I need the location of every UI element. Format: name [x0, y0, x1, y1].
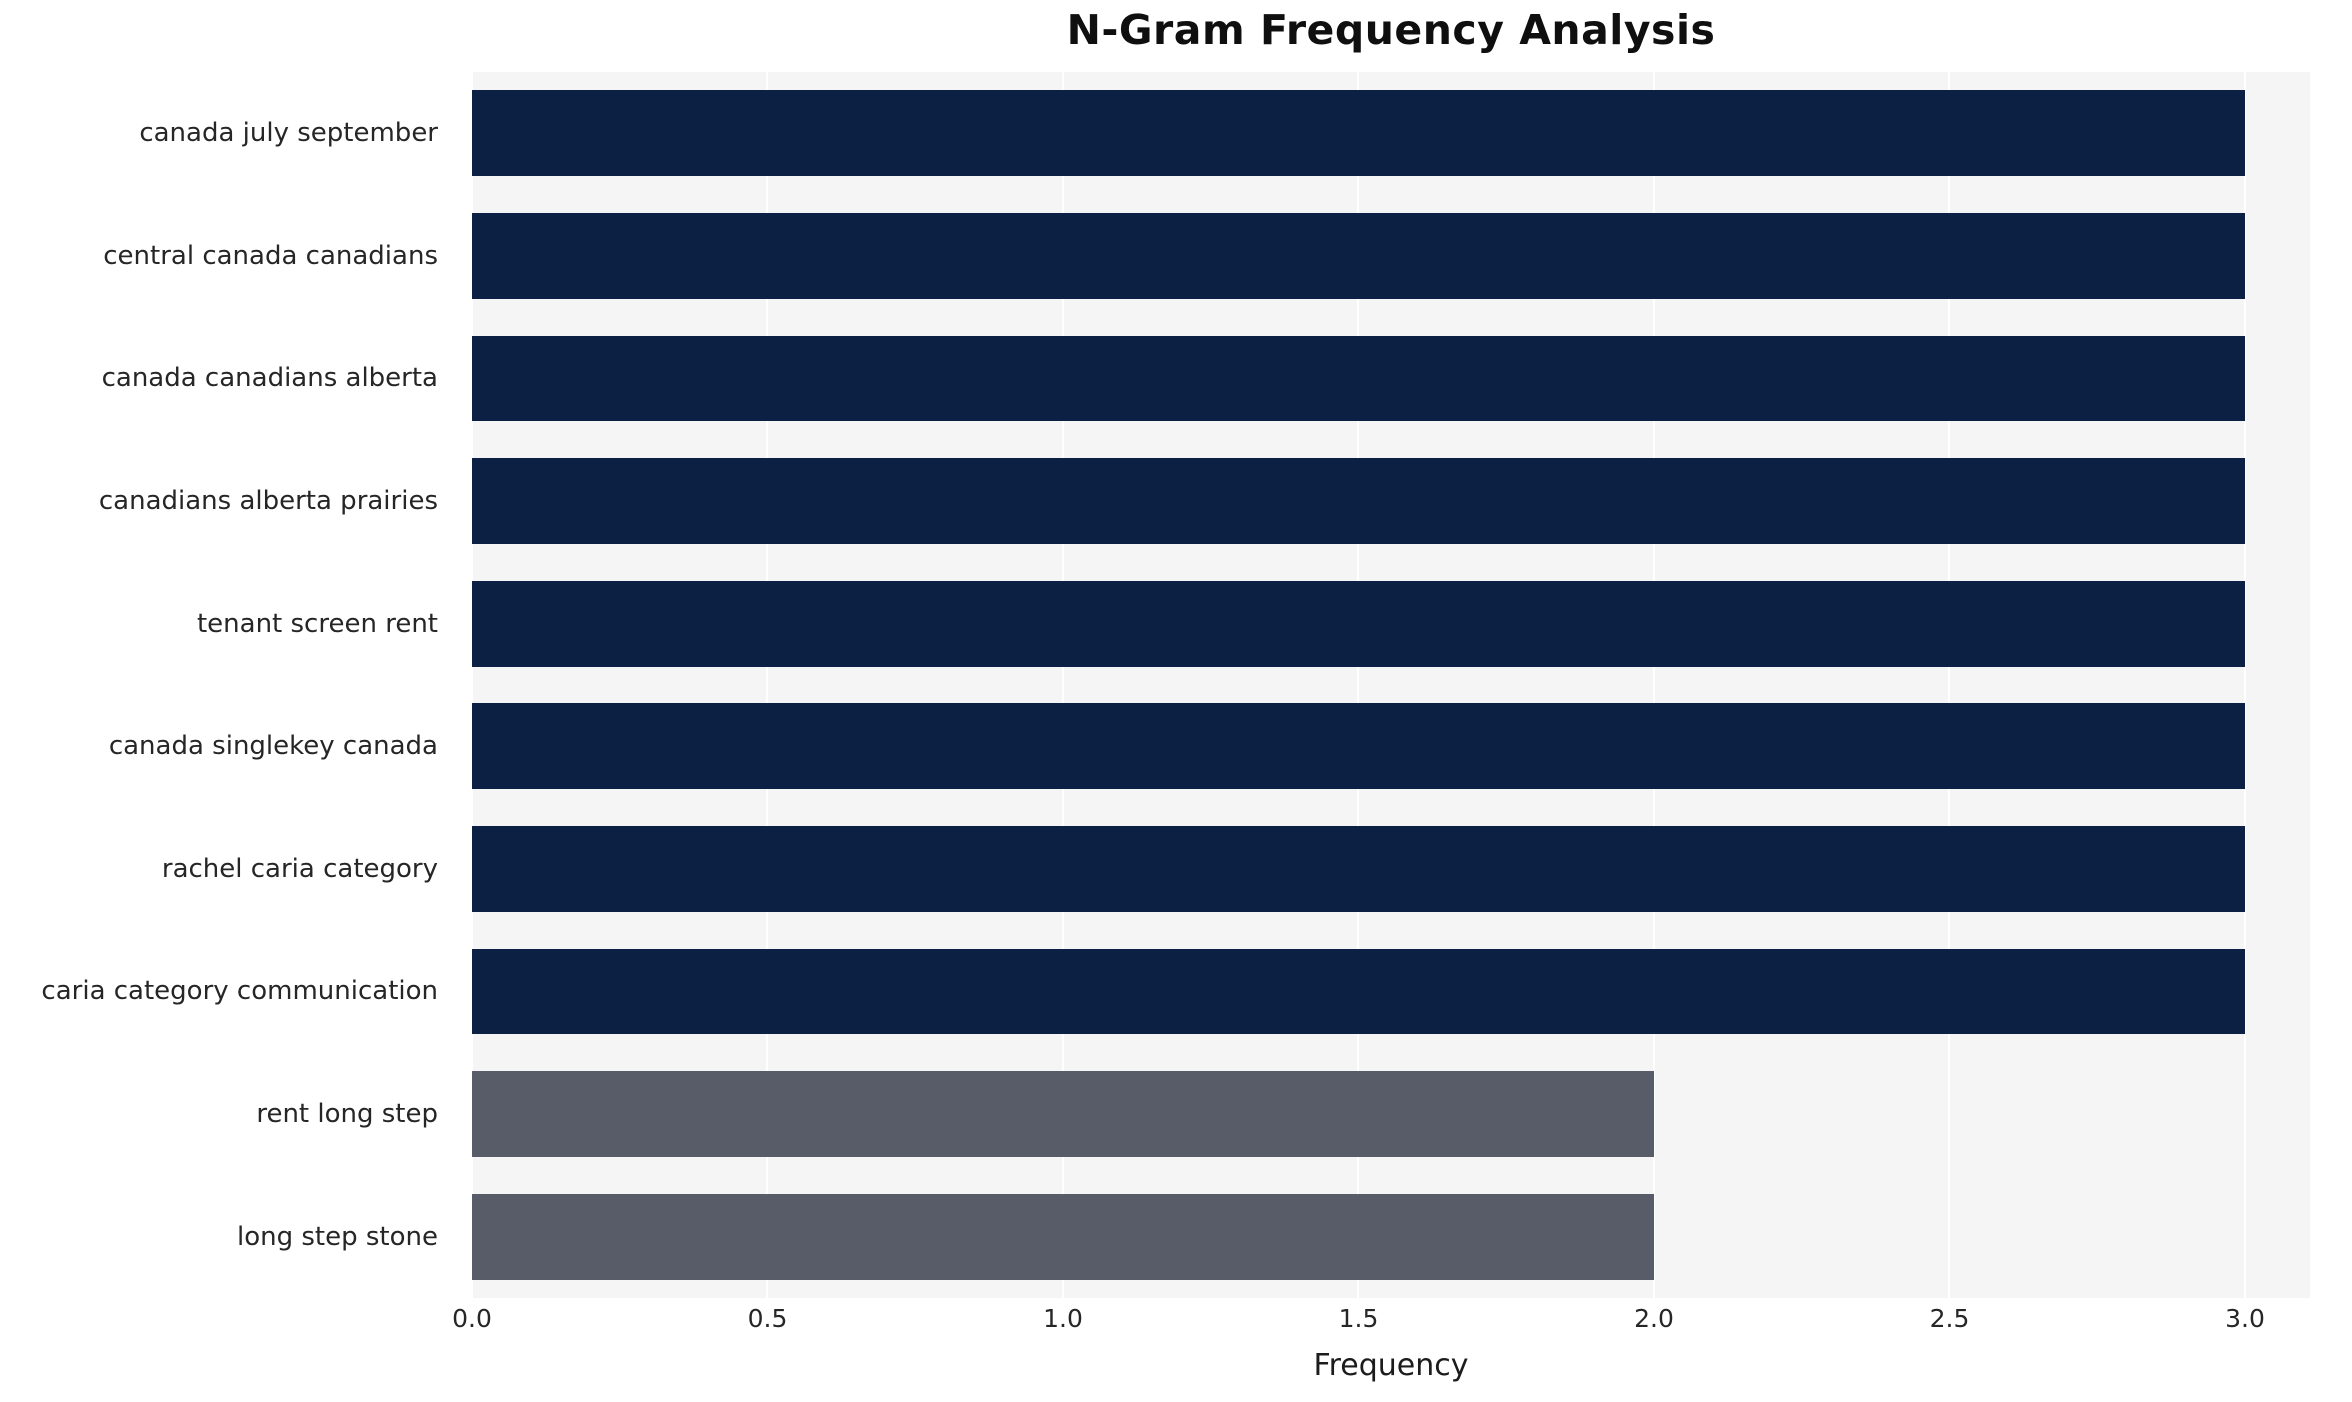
x-axis-label: Frequency — [1313, 1348, 1469, 1383]
bar — [472, 1193, 1654, 1280]
category-label: canada singlekey canada — [108, 731, 438, 762]
bar-row — [472, 317, 2310, 440]
bar — [472, 90, 2245, 177]
gridline — [1061, 72, 1064, 1298]
gridline — [1357, 72, 1360, 1298]
x-tick-label: 1.5 — [1338, 1304, 1379, 1333]
x-tick-label: 1.0 — [1043, 1304, 1083, 1333]
bar — [472, 458, 2245, 544]
bar-row — [472, 930, 2310, 1053]
x-tick-label: 0.5 — [747, 1304, 788, 1333]
category-label: canadians alberta prairies — [98, 486, 438, 517]
bars — [472, 72, 2310, 1298]
bar — [472, 948, 2245, 1035]
category-label: central canada canadians — [103, 240, 438, 271]
chart-title: N-Gram Frequency Analysis — [1066, 6, 1716, 54]
gridline — [1948, 72, 1951, 1298]
bar — [472, 703, 2245, 790]
gridline — [766, 72, 769, 1298]
bar-row — [472, 685, 2310, 808]
x-tick-label: 3.0 — [2225, 1304, 2265, 1333]
gridline — [2243, 72, 2246, 1298]
bar-row — [472, 1175, 2310, 1298]
category-label: canada canadians alberta — [101, 363, 438, 394]
category-label: caria category communication — [41, 976, 438, 1007]
x-tick-label: 2.5 — [1929, 1304, 1970, 1333]
category-label: rachel caria category — [161, 853, 438, 884]
bar — [472, 825, 2245, 912]
bar-row — [472, 195, 2310, 318]
bar-row — [472, 440, 2310, 563]
gridline — [471, 72, 473, 1298]
gridline — [1652, 72, 1655, 1298]
bar-row — [472, 562, 2310, 685]
bar-row — [472, 1053, 2310, 1176]
bar-row — [472, 808, 2310, 931]
y-axis-labels: canada july september central canada cana… — [0, 72, 452, 1298]
plot-area — [471, 72, 2310, 1298]
bar — [472, 580, 2245, 667]
x-axis-ticks: 0.0 0.5 1.0 1.5 2.0 2.5 3.0 — [452, 1304, 2310, 1340]
x-tick-label: 0.0 — [452, 1304, 492, 1333]
bar — [472, 335, 2245, 422]
bar-row — [472, 72, 2310, 195]
category-label: tenant screen rent — [196, 608, 438, 639]
category-label: canada july september — [139, 118, 438, 149]
bar — [472, 1071, 1654, 1157]
category-label: rent long step — [256, 1099, 438, 1130]
category-label: long step stone — [236, 1221, 438, 1252]
x-tick-label: 2.0 — [1634, 1304, 1674, 1333]
gridlines — [471, 72, 2310, 1298]
bar — [472, 212, 2245, 299]
